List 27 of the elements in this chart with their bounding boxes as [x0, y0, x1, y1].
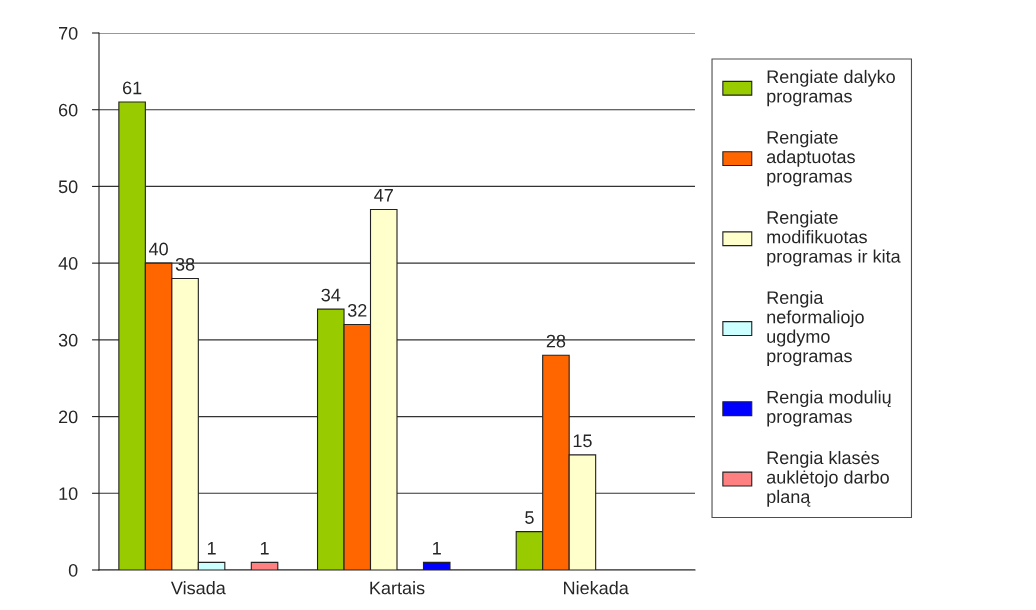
x-tick-label: Visada — [170, 581, 226, 595]
x-tick-label: Niekada — [564, 581, 629, 595]
y-tick-label: 50 — [58, 180, 78, 194]
y-tick-label: 70 — [59, 26, 78, 40]
y-tick-label: 10 — [59, 487, 78, 501]
data-label: 40 — [148, 242, 168, 256]
legend-label: Rengiate adaptuotas programas — [766, 130, 855, 187]
data-label: 1 — [260, 541, 269, 555]
data-label: 1 — [207, 541, 216, 555]
data-label: 15 — [573, 434, 592, 448]
x-tick-label: Kartais — [370, 581, 425, 595]
data-label: 47 — [374, 189, 393, 202]
y-tick-label: 30 — [58, 333, 78, 347]
y-tick-label: 0 — [68, 563, 78, 577]
legend-label: Rengia klasės auklėtojo darbo planą — [766, 450, 889, 507]
data-label: 34 — [321, 288, 341, 302]
y-tick-label: 60 — [59, 103, 78, 117]
legend-label: Rengiate dalyko programas — [767, 69, 895, 107]
y-tick-label: 20 — [58, 410, 78, 424]
legend-label: Rengiate modifikuotas programas ir kita — [767, 210, 901, 267]
data-label: 32 — [347, 303, 367, 317]
legend-label: Rengia neformaliojo ugdymo programas — [767, 290, 864, 366]
data-label: 5 — [525, 511, 534, 524]
y-tick-label: 40 — [58, 257, 78, 270]
legend-label: Rengia modulių programas — [767, 390, 891, 427]
data-label: 61 — [122, 81, 142, 95]
data-label: 1 — [433, 541, 441, 555]
